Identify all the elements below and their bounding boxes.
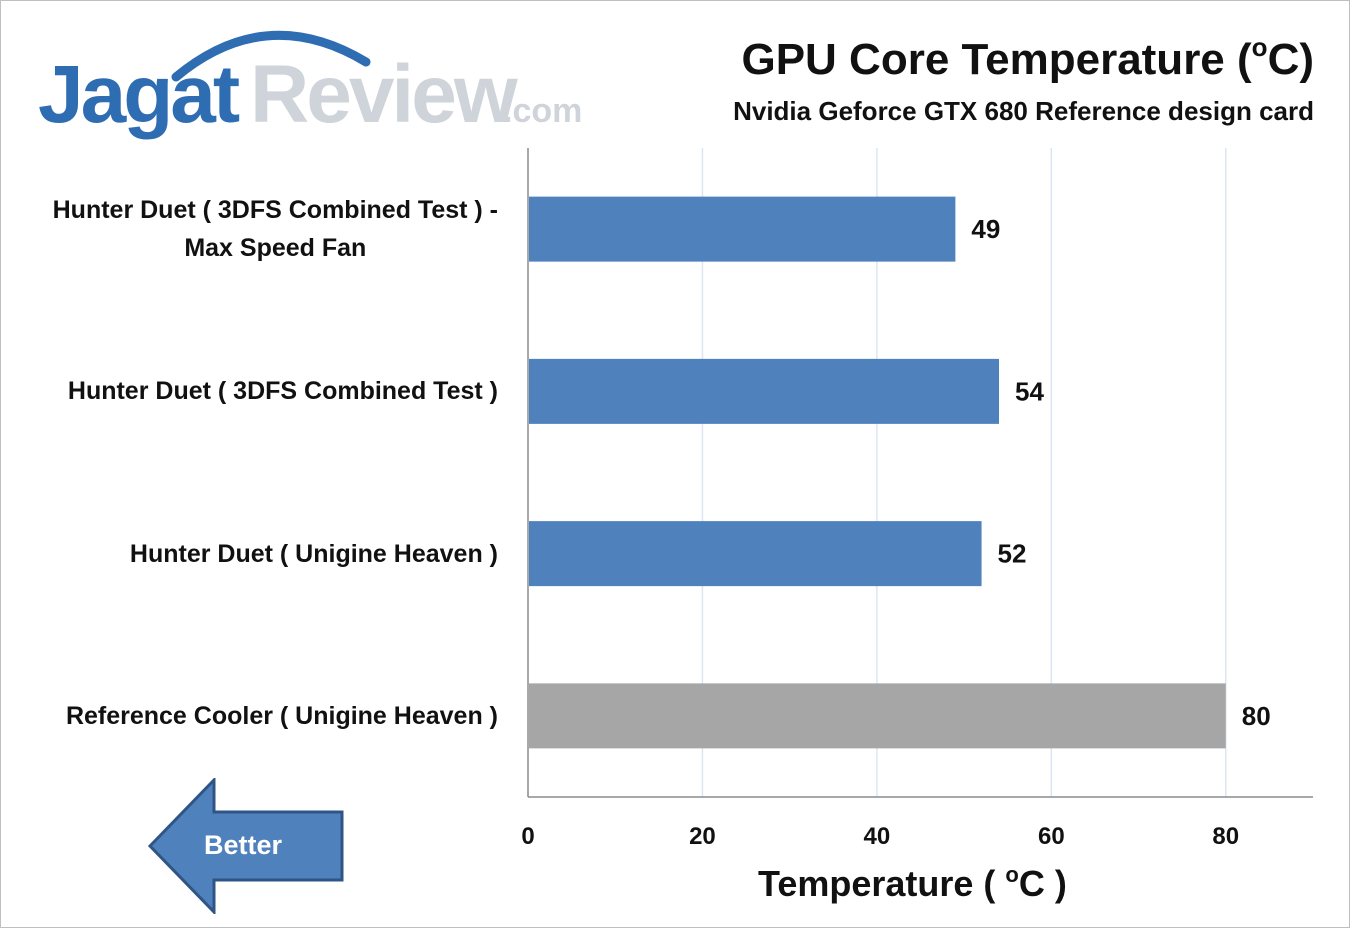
category-label: Hunter Duet ( 3DFS Combined Test ) - Max … bbox=[53, 191, 498, 267]
logo-text-review: Review bbox=[250, 49, 518, 140]
bar-value-label: 80 bbox=[1242, 701, 1271, 731]
bar-value-label: 49 bbox=[971, 214, 1000, 244]
chart-title: GPU Core Temperature (oC) bbox=[741, 32, 1314, 84]
bar bbox=[529, 683, 1226, 749]
x-tick-label: 0 bbox=[521, 823, 534, 850]
bar-value-label: 52 bbox=[998, 539, 1027, 569]
category-label-line: Reference Cooler ( Unigine Heaven ) bbox=[65, 701, 498, 730]
category-label-line: Max Speed Fan bbox=[184, 234, 367, 263]
jagatreview-logo: Jagat Review .com bbox=[38, 22, 598, 142]
logo-text-com: .com bbox=[503, 92, 583, 130]
category-label-line: Hunter Duet ( Unigine Heaven ) bbox=[129, 539, 498, 568]
bar bbox=[529, 521, 982, 587]
bar bbox=[529, 196, 956, 262]
category-label-line: Hunter Duet ( 3DFS Combined Test ) bbox=[67, 377, 498, 406]
chart-subtitle: Nvidia Geforce GTX 680 Reference design … bbox=[733, 96, 1314, 126]
x-tick-label: 40 bbox=[864, 823, 891, 850]
x-axis-label: Temperature ( oC ) bbox=[758, 862, 1067, 904]
category-label: Hunter Duet ( 3DFS Combined Test ) bbox=[68, 372, 498, 410]
better-arrow-icon bbox=[147, 778, 344, 914]
x-tick-label: 20 bbox=[689, 823, 716, 850]
bar-value-label: 54 bbox=[1015, 376, 1044, 406]
category-label: Reference Cooler ( Unigine Heaven ) bbox=[66, 697, 498, 735]
logo-text-jagat: Jagat bbox=[38, 49, 240, 140]
category-label: Hunter Duet ( Unigine Heaven ) bbox=[130, 535, 498, 573]
x-tick-label: 60 bbox=[1038, 823, 1065, 850]
better-label: Better bbox=[204, 830, 283, 860]
bar bbox=[529, 358, 999, 424]
category-label-line: Hunter Duet ( 3DFS Combined Test ) - bbox=[52, 196, 498, 225]
x-tick-label: 80 bbox=[1212, 823, 1239, 850]
logo-arc-icon bbox=[171, 30, 371, 82]
